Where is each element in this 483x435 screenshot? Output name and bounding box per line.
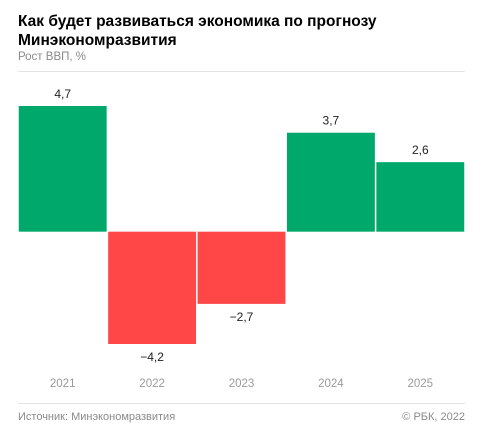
x-tick-2021: 2021 [50, 378, 76, 390]
value-label-2025: 2,6 [412, 143, 429, 157]
bottom-divider [18, 403, 465, 404]
value-label-2021: 4,7 [54, 87, 71, 101]
x-tick-2024: 2024 [318, 378, 344, 390]
copyright-note: © РБК, 2022 [402, 411, 465, 423]
bar-2021 [18, 106, 107, 232]
chart-subtitle: Рост ВВП, % [18, 51, 86, 63]
source-note: Источник: Минэкономразвития [18, 411, 176, 423]
bar-2025 [376, 162, 465, 232]
value-label-2022: −4,2 [140, 350, 164, 364]
chart-title: Как будет развиваться экономика по прогн… [18, 13, 377, 49]
top-divider [18, 71, 465, 72]
x-tick-2022: 2022 [139, 378, 165, 390]
value-label-2023: −2,7 [230, 310, 254, 324]
bar-2024 [286, 132, 375, 232]
x-tick-2025: 2025 [408, 378, 434, 390]
bar-2022 [108, 231, 197, 344]
value-label-2024: 3,7 [323, 114, 340, 128]
x-tick-2023: 2023 [229, 378, 255, 390]
bar-2023 [197, 231, 286, 304]
